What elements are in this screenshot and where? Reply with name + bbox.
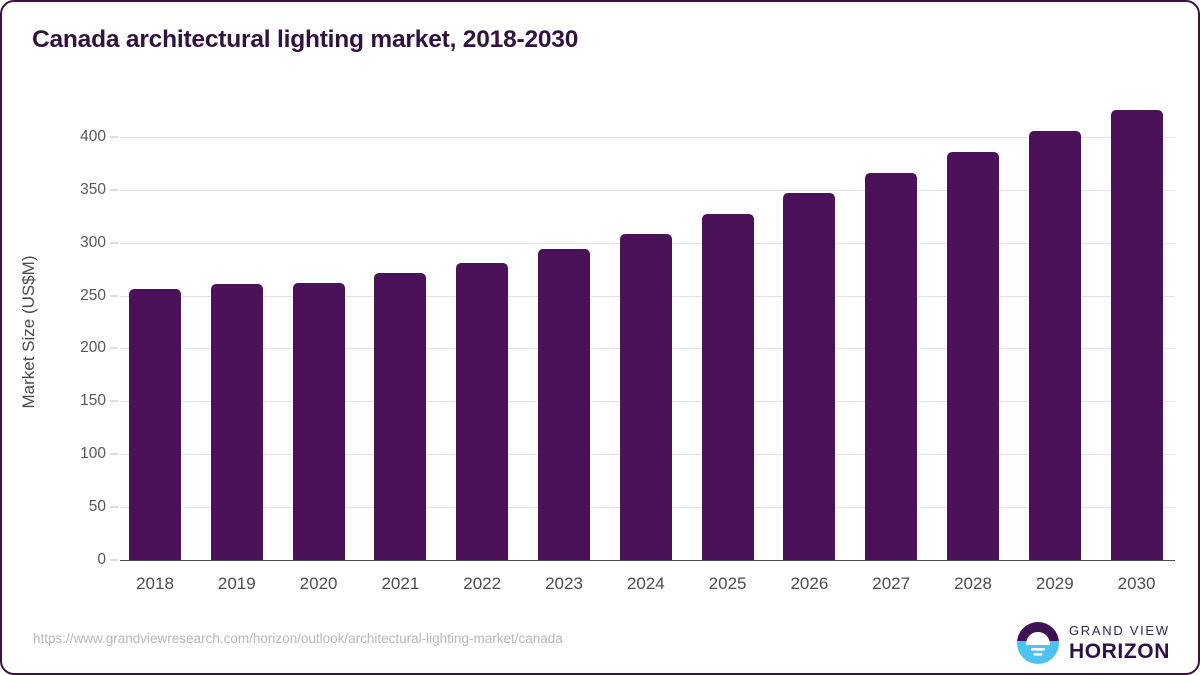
y-tick-label: 150	[80, 392, 106, 410]
y-axis-ticks: 0 50 100 150 200 250 300 350 400	[80, 102, 1175, 568]
y-tick-label: 250	[80, 286, 106, 304]
logo-line-1: GRAND VIEW	[1068, 623, 1170, 638]
axis-baseline	[120, 560, 1175, 562]
y-tick-label: 350	[80, 180, 106, 198]
horizon-circle-icon	[1016, 622, 1059, 664]
x-tick-label: 2019	[217, 574, 256, 593]
y-tick-mark	[110, 136, 118, 138]
x-tick-label: 2022	[463, 574, 502, 593]
y-tick-mark	[110, 347, 118, 349]
gridline	[120, 189, 1175, 191]
y-tick-mark	[110, 242, 118, 244]
bar-2019[interactable]	[210, 283, 263, 560]
bar-2026[interactable]	[783, 192, 836, 560]
brand-logo: GRAND VIEW HORIZON	[1016, 619, 1170, 667]
x-tick-label: 2027	[872, 574, 911, 593]
x-tick-label: 2023	[545, 574, 583, 593]
y-tick-mark	[110, 453, 118, 455]
plot-area: 0 50 100 150 200 250 300 350 400 2018 2019 2020 202…	[80, 102, 1175, 593]
x-tick-label: 2030	[1117, 574, 1156, 593]
y-tick-mark	[110, 189, 118, 191]
x-tick-label: 2028	[954, 574, 992, 593]
bar-2025[interactable]	[701, 214, 754, 560]
logo-wordmark: GRAND VIEW HORIZON	[1069, 624, 1170, 662]
bar-2022[interactable]	[456, 262, 509, 560]
y-tick-label: 0	[97, 551, 106, 568]
y-tick-label: 200	[80, 339, 106, 357]
y-tick-label: 300	[80, 233, 106, 251]
y-tick-mark	[110, 400, 118, 402]
x-tick-label: 2020	[299, 574, 338, 593]
logo-line-2: HORIZON	[1068, 640, 1170, 663]
bar-2027[interactable]	[865, 172, 918, 560]
bar-2024[interactable]	[619, 234, 672, 560]
x-tick-label: 2029	[1035, 574, 1074, 593]
bar-2023[interactable]	[538, 249, 590, 560]
y-tick-mark	[110, 559, 118, 561]
bar-2029[interactable]	[1028, 130, 1081, 560]
y-tick-label: 400	[80, 127, 106, 145]
y-tick-mark	[110, 295, 118, 297]
gridline	[120, 136, 1175, 138]
bar-2021[interactable]	[374, 273, 427, 560]
x-tick-label: 2025	[708, 574, 747, 593]
x-tick-label: 2026	[790, 574, 829, 593]
x-tick-label: 2021	[381, 574, 420, 593]
y-tick-mark	[110, 506, 118, 508]
x-tick-label: 2018	[136, 574, 174, 593]
bar-2020[interactable]	[292, 282, 345, 560]
bar-series	[120, 102, 1175, 560]
y-tick-label: 50	[88, 498, 106, 516]
x-tick-label: 2024	[626, 574, 665, 593]
bar-2018[interactable]	[129, 289, 181, 560]
y-axis-title: Market Size (US$M)	[19, 255, 38, 409]
source-url[interactable]: https://www.grandviewresearch.com/horizo…	[33, 631, 563, 646]
y-tick-label: 100	[80, 445, 106, 463]
page-title: Canada architectural lighting market, 20…	[32, 26, 579, 53]
bar-2028[interactable]	[947, 151, 999, 560]
bar-2030[interactable]	[1110, 110, 1163, 560]
